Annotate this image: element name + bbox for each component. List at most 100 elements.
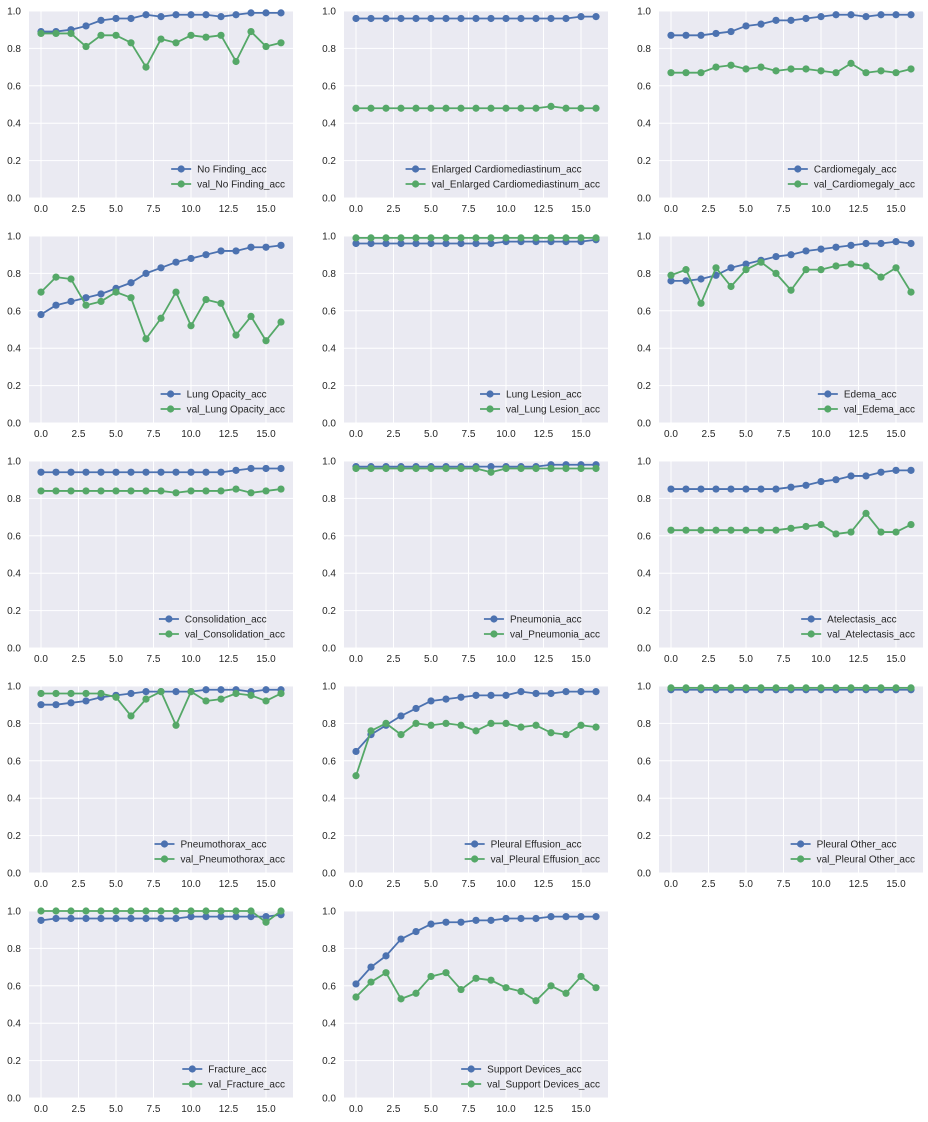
data-point [817,13,825,21]
data-point [397,995,405,1003]
data-point [682,31,690,39]
x-tick-label: 7.5 [147,1104,161,1115]
data-point [127,39,135,47]
legend-label: val_Pneumonia_acc [510,630,600,641]
data-point [802,65,810,73]
data-point [487,104,495,112]
data-point [52,914,60,923]
data-point [832,684,840,692]
y-tick-label: 0.2 [7,381,21,392]
data-point [262,686,270,694]
data-point [367,234,375,242]
y-tick-label: 0.2 [7,606,21,617]
legend-entry: Support Devices_acc [461,1065,582,1076]
x-tick-label: 15.0 [571,204,591,215]
legend-label: Support Devices_acc [487,1065,582,1076]
x-tick-label: 12.5 [219,879,239,890]
data-point [502,984,510,992]
data-point [577,104,585,112]
data-point [847,684,855,692]
y-tick-label: 1.0 [7,682,21,693]
subplot-9: 0.0 0.2 0.4 0.6 0.8 1.0 0.0 2.5 5.0 7.5 10.0 12.5 15… [637,457,923,665]
x-tick-label: 0.0 [34,204,48,215]
legend-entry: Pneumonia_acc [483,615,582,626]
data-point [232,466,240,474]
data-point [412,104,420,112]
data-point [757,684,765,692]
subplot-5: 0.0 0.2 0.4 0.6 0.8 1.0 0.0 2.5 5.0 7.5 10.0 12.5 15… [322,232,608,440]
y-tick-label: 0.4 [7,344,21,355]
data-point [517,723,525,731]
x-tick-label: 12.5 [219,429,239,440]
legend-entry: Enlarged Cardiomediastinum_acc [405,165,582,176]
data-point [487,239,495,248]
y-tick-label: 0.2 [322,831,336,842]
data-point [157,35,165,43]
data-point [367,727,375,735]
data-point [817,520,825,529]
data-point [532,721,540,729]
data-point [382,104,390,112]
y-tick-label: 0.0 [637,644,651,655]
data-point [667,271,675,279]
data-point [742,684,750,692]
legend-entry: Pleural Other_acc [790,840,897,851]
x-tick-label: 10.0 [181,1104,201,1115]
data-point [427,464,435,473]
y-tick-label: 0.2 [7,1056,21,1067]
legend-label: val_No Finding_acc [197,180,285,191]
data-point [592,688,600,696]
y-tick-label: 0.6 [322,81,336,92]
data-point [472,14,480,23]
y-tick-label: 0.6 [637,81,651,92]
y-tick-label: 0.4 [7,1019,21,1030]
data-point [697,31,705,39]
data-point [187,468,195,476]
data-point [82,914,90,923]
x-tick-label: 10.0 [181,204,201,215]
y-tick-label: 0.2 [637,381,651,392]
series-val [37,273,285,345]
data-point [517,987,525,996]
y-tick-label: 0.8 [637,719,651,730]
data-point [172,914,180,923]
y-tick-label: 0.2 [322,1056,336,1067]
data-point [217,468,225,476]
legend-label: val_Support Devices_acc [487,1080,600,1091]
data-point [127,689,135,698]
data-point [97,907,105,915]
legend-marker [824,405,832,413]
data-point [832,11,840,19]
data-point [457,14,465,23]
data-point [862,13,870,21]
data-point [37,288,45,296]
series-train [667,466,915,493]
x-tick-label: 0.0 [664,204,678,215]
y-tick-label: 0.6 [7,306,21,317]
legend-marker [824,390,832,398]
series-val [667,684,915,692]
data-point [442,969,450,977]
data-point [217,247,225,255]
data-point [352,239,360,248]
data-point [352,993,360,1001]
y-tick-label: 0.2 [637,831,651,842]
data-point [682,69,690,77]
data-point [202,295,210,304]
data-point [37,468,45,476]
data-point [397,712,405,720]
legend-label: No Finding_acc [197,165,266,176]
legend-entry: Cardiomegaly_acc [787,165,897,176]
legend: Consolidation_acc val_Consolidation_acc [158,615,285,641]
data-point [67,297,75,306]
data-point [412,14,420,23]
data-point [157,487,165,495]
data-point [217,13,225,21]
y-tick-label: 1.0 [637,457,651,468]
y-tick-label: 1.0 [637,232,651,243]
plot-area [659,686,923,873]
data-point [862,509,870,517]
legend-entry: val_Lung Opacity_acc [160,405,285,416]
plot-area [29,911,293,1098]
y-tick-label: 1.0 [322,7,336,18]
